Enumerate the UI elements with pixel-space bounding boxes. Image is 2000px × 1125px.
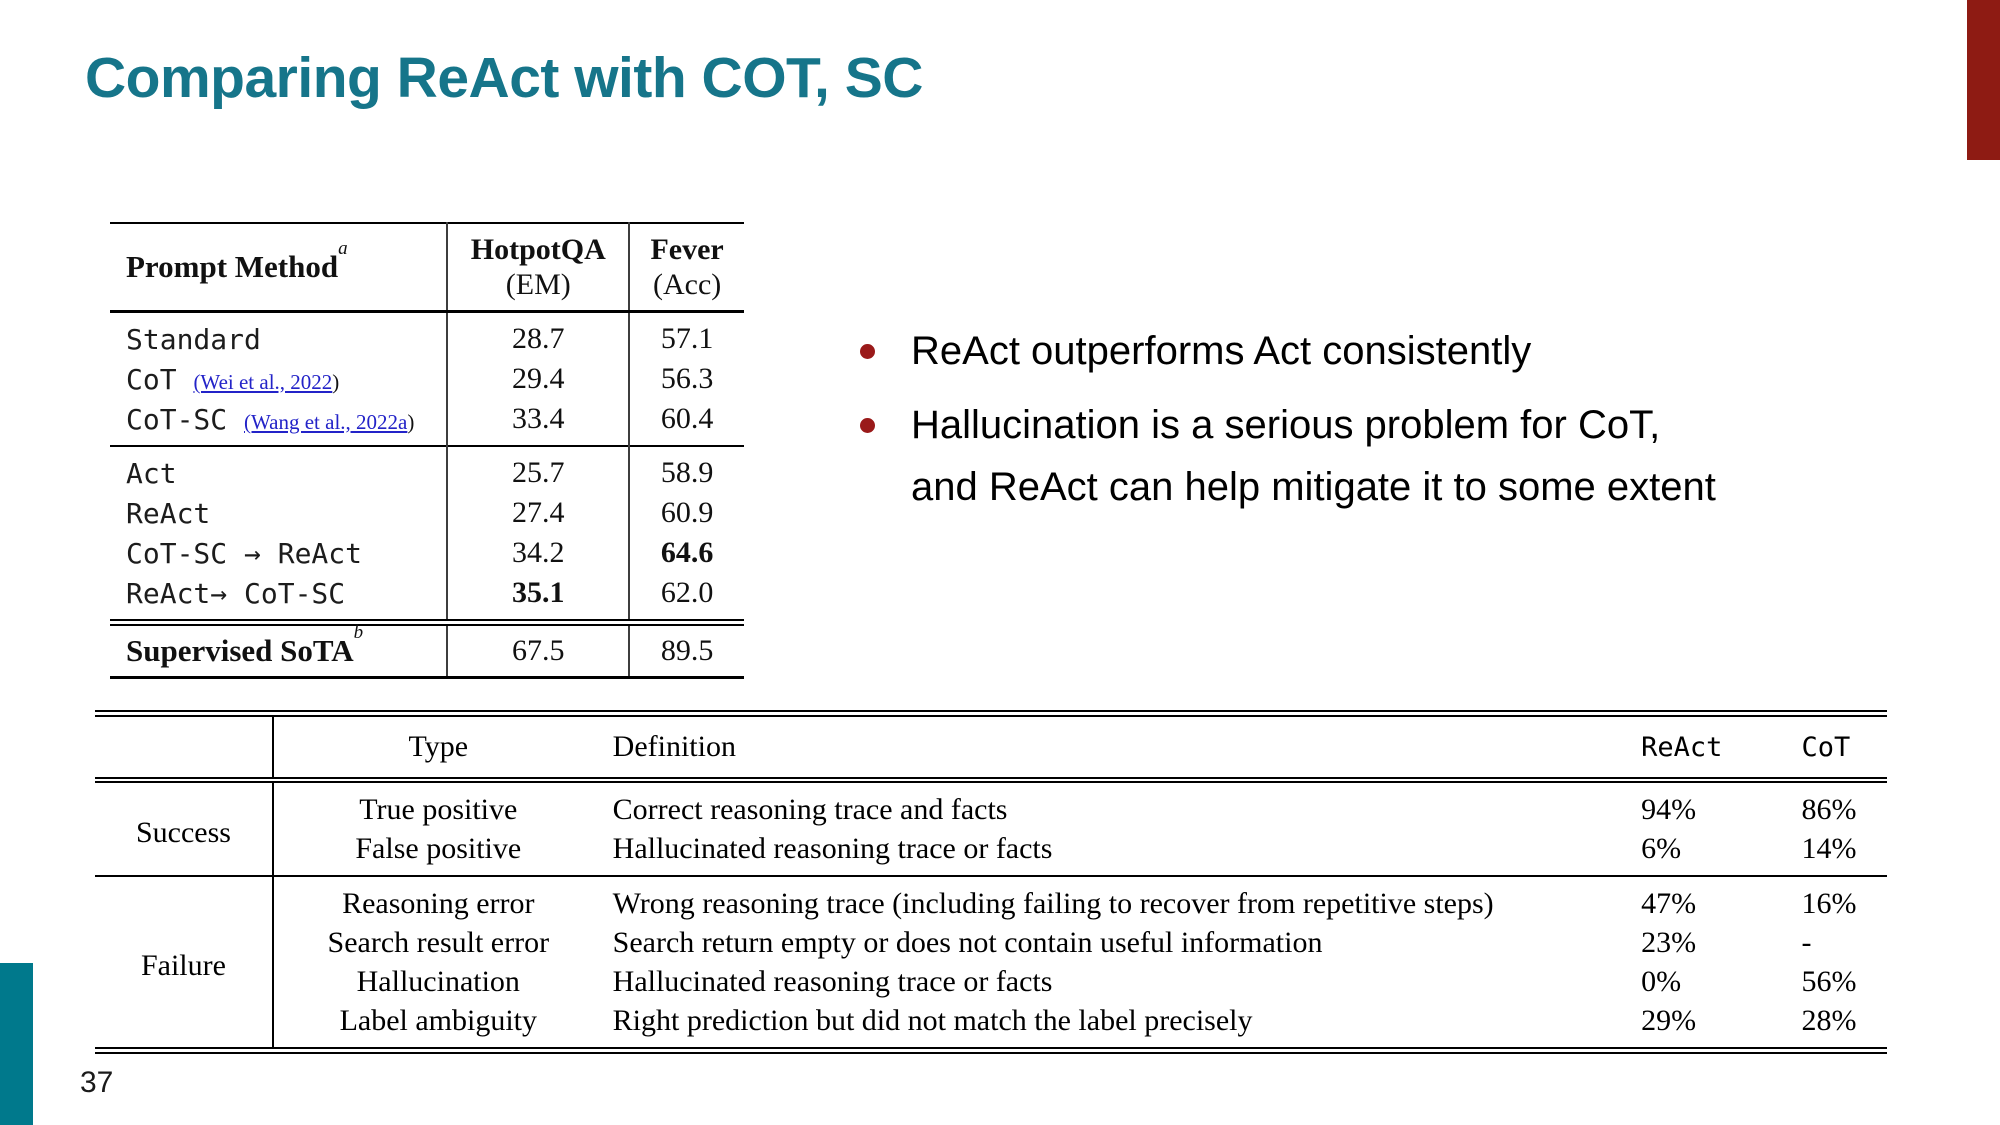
table-row: Label ambiguity Right prediction but did… bbox=[95, 1001, 1887, 1051]
table-row: CoT-SC → ReAct 34.2 64.6 bbox=[110, 533, 744, 573]
definition-cell: Right prediction but did not match the l… bbox=[612, 1004, 1253, 1037]
table-row-supervised-sota: Supervised SoTAb 67.5 89.5 bbox=[110, 621, 744, 678]
bullet-text: Hallucination is a serious problem for C… bbox=[911, 403, 1716, 509]
table-row: Search result error Search return empty … bbox=[95, 923, 1887, 962]
fever-value: 57.1 bbox=[628, 311, 744, 359]
cot-value: 14% bbox=[1801, 832, 1857, 865]
method-cell: Supervised SoTAb bbox=[126, 621, 364, 668]
table-row: CoT-SC (Wang et al., 2022a) 33.4 60.4 bbox=[110, 399, 744, 446]
table-row: Success True positive Correct reasoning … bbox=[95, 780, 1887, 849]
cot-value: 86% bbox=[1801, 793, 1857, 826]
table-row: Failure Reasoning error Wrong reasoning … bbox=[95, 876, 1887, 982]
column-header-cot: CoT bbox=[1801, 731, 1851, 763]
definition-cell: Search return empty or does not contain … bbox=[612, 926, 1323, 959]
fever-value: 60.9 bbox=[628, 493, 744, 533]
method-cell: CoT-SC → ReAct bbox=[126, 536, 363, 570]
column-header-hotpotqa: HotpotQA (EM) bbox=[446, 223, 630, 312]
type-cell: False positive bbox=[271, 829, 603, 876]
method-cell: CoT (Wei et al., 2022) bbox=[126, 362, 340, 396]
definition-cell: Wrong reasoning trace (including failing… bbox=[612, 887, 1494, 920]
slide-title: Comparing ReAct with COT, SC bbox=[85, 46, 923, 110]
error-table-header-row: Type Definition ReAct CoT bbox=[95, 713, 1887, 781]
hotpotqa-value: 67.5 bbox=[446, 622, 630, 678]
citation-link-wang-2022a[interactable]: (Wang et al., 2022a bbox=[244, 409, 408, 434]
hotpotqa-value: 25.7 bbox=[446, 446, 630, 493]
type-cell: Label ambiguity bbox=[271, 1001, 603, 1051]
column-header-react: ReAct bbox=[1641, 731, 1723, 763]
hotpotqa-value: 33.4 bbox=[446, 399, 630, 446]
footnote-marker-b: b bbox=[353, 621, 364, 643]
method-cell: Act bbox=[126, 456, 177, 490]
type-cell: True positive bbox=[271, 780, 603, 829]
react-value: 94% bbox=[1641, 793, 1697, 826]
fever-value: 56.3 bbox=[628, 359, 744, 399]
error-analysis-table: Type Definition ReAct CoT Success True p… bbox=[95, 710, 1887, 1054]
citation-link-wei-2022[interactable]: (Wei et al., 2022 bbox=[193, 369, 333, 394]
hotpotqa-value-best: 35.1 bbox=[446, 573, 630, 623]
method-cell: ReAct bbox=[126, 496, 211, 530]
react-value: 6% bbox=[1641, 832, 1682, 865]
type-cell: Search result error bbox=[271, 923, 603, 962]
column-header-type: Type bbox=[271, 713, 603, 780]
table-row: Act 25.7 58.9 bbox=[110, 446, 744, 493]
table-row: CoT (Wei et al., 2022) 29.4 56.3 bbox=[110, 359, 744, 399]
fever-value-best: 64.6 bbox=[628, 533, 744, 573]
results-table: Prompt Methoda HotpotQA (EM) Fever (Acc) S… bbox=[110, 222, 744, 679]
bullet-icon bbox=[860, 344, 875, 359]
hotpotqa-value: 34.2 bbox=[446, 533, 630, 573]
footnote-marker-a: a bbox=[338, 237, 348, 259]
hotpotqa-value: 27.4 bbox=[446, 493, 630, 533]
column-header-prompt-method: Prompt Methoda bbox=[126, 237, 348, 284]
fever-value: 89.5 bbox=[628, 622, 744, 678]
type-cell: Hallucination bbox=[271, 962, 603, 1001]
fever-value: 58.9 bbox=[628, 446, 744, 493]
hotpotqa-value: 28.7 bbox=[446, 311, 630, 359]
table-row: Hallucination Hallucinated reasoning tra… bbox=[95, 962, 1887, 1001]
react-value: 0% bbox=[1641, 965, 1682, 998]
page-number: 37 bbox=[80, 1066, 114, 1099]
fever-value: 60.4 bbox=[628, 399, 744, 446]
type-cell: Reasoning error bbox=[271, 876, 603, 923]
results-table-header-row: Prompt Methoda HotpotQA (EM) Fever (Acc) bbox=[110, 223, 744, 312]
table-row: Standard 28.7 57.1 bbox=[110, 311, 744, 359]
bottom-left-accent-bar bbox=[0, 963, 33, 1125]
table-row: False positive Hallucinated reasoning tr… bbox=[95, 829, 1887, 876]
method-cell: ReAct→ CoT-SC bbox=[126, 576, 346, 610]
react-value: 47% bbox=[1641, 887, 1697, 920]
bullet-list: ReAct outperforms Act consistently Hallu… bbox=[845, 320, 1905, 530]
react-value: 23% bbox=[1641, 926, 1697, 959]
definition-cell: Correct reasoning trace and facts bbox=[612, 793, 1008, 826]
column-header-group-empty bbox=[95, 714, 273, 781]
cot-value: 56% bbox=[1801, 965, 1857, 998]
hotpotqa-value: 29.4 bbox=[446, 359, 630, 399]
method-cell: Standard bbox=[126, 322, 261, 356]
cot-value: 16% bbox=[1801, 887, 1857, 920]
column-header-fever: Fever (Acc) bbox=[628, 223, 744, 312]
method-cell: CoT-SC (Wang et al., 2022a) bbox=[126, 402, 415, 436]
cot-value: 28% bbox=[1801, 1004, 1857, 1037]
cot-value: - bbox=[1801, 926, 1812, 959]
fever-value: 62.0 bbox=[628, 573, 744, 623]
react-value: 29% bbox=[1641, 1004, 1697, 1037]
list-item: ReAct outperforms Act consistently bbox=[845, 320, 1905, 382]
bullet-icon bbox=[860, 418, 875, 433]
table-row: ReAct 27.4 60.9 bbox=[110, 493, 744, 533]
group-label-failure: Failure bbox=[140, 949, 226, 982]
definition-cell: Hallucinated reasoning trace or facts bbox=[612, 965, 1053, 998]
bullet-text: ReAct outperforms Act consistently bbox=[911, 329, 1532, 373]
list-item: Hallucination is a serious problem for C… bbox=[845, 394, 1905, 518]
definition-cell: Hallucinated reasoning trace or facts bbox=[612, 832, 1053, 865]
group-label-success: Success bbox=[135, 816, 231, 849]
top-right-accent-bar bbox=[1967, 0, 2000, 160]
table-row: ReAct→ CoT-SC 35.1 62.0 bbox=[110, 573, 744, 623]
column-header-definition: Definition bbox=[612, 730, 736, 763]
